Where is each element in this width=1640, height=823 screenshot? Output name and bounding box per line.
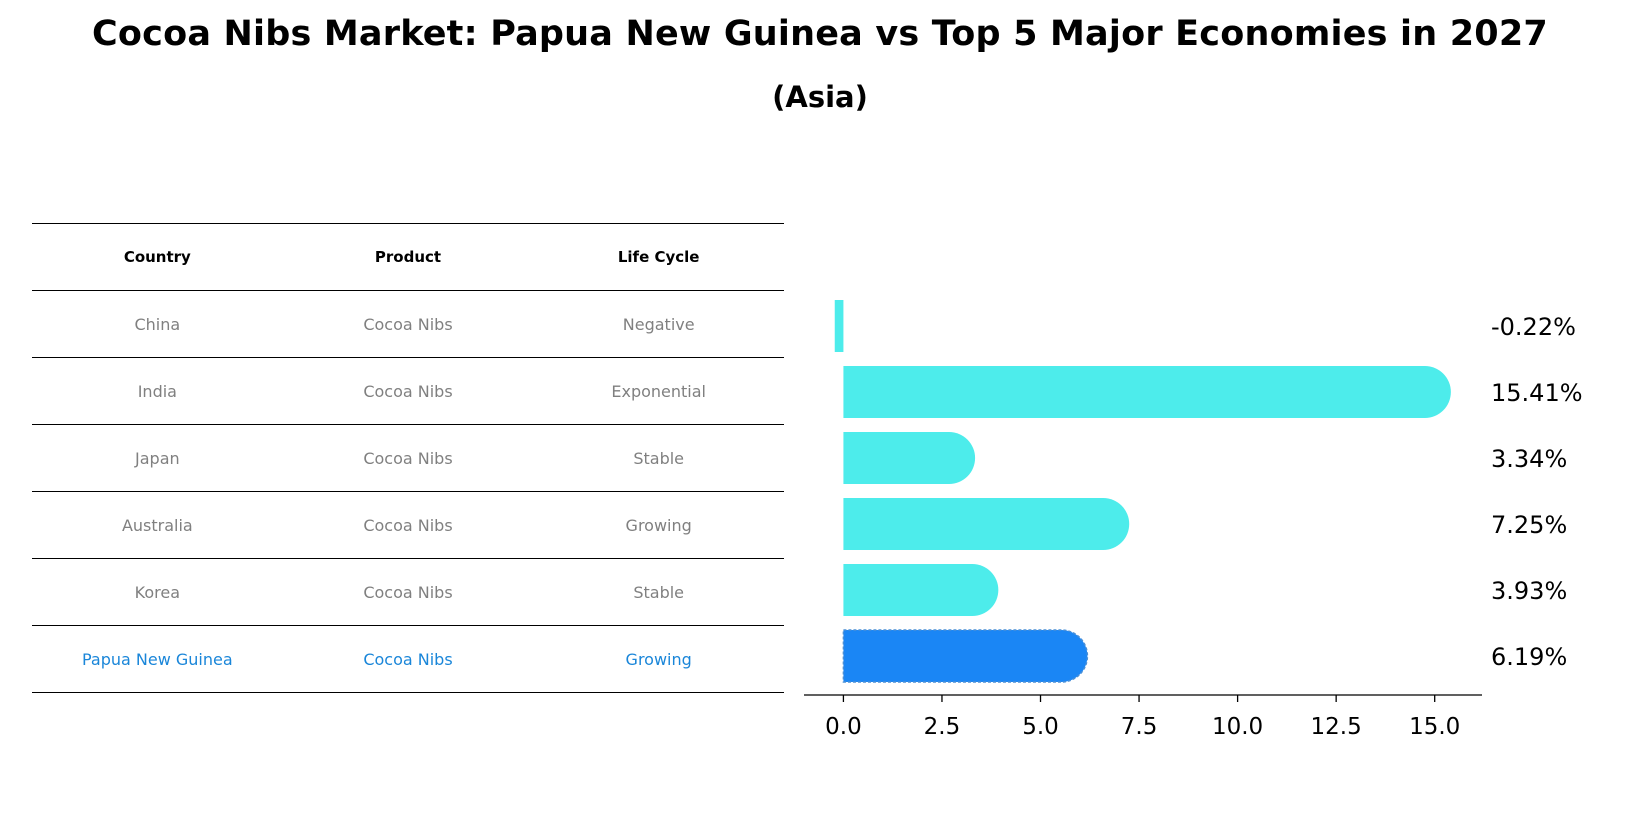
table-row-highlight: Papua New Guinea Cocoa Nibs Growing	[32, 625, 784, 693]
value-label: -0.22%	[1491, 313, 1576, 341]
x-tick-label: 12.5	[1311, 714, 1362, 740]
header-product: Product	[374, 248, 442, 266]
life-cycle-table: Country Product Life Cycle China Cocoa N…	[32, 223, 784, 693]
chart-title: Cocoa Nibs Market: Papua New Guinea vs T…	[92, 14, 1548, 54]
cell-life-cycle: Growing	[625, 515, 692, 535]
cell-life-cycle: Stable	[633, 448, 685, 468]
cell-country: India	[137, 381, 177, 401]
header-life-cycle: Life Cycle	[617, 248, 700, 266]
cell-product: Cocoa Nibs	[363, 314, 453, 334]
value-label: 6.19%	[1491, 643, 1567, 671]
table-row: Australia Cocoa Nibs Growing	[32, 491, 784, 558]
chart-subtitle: (Asia)	[772, 80, 868, 114]
cell-life-cycle: Stable	[633, 582, 685, 602]
bar-australia	[843, 498, 1130, 550]
cell-country: Australia	[121, 515, 193, 535]
x-tick-label: 0.0	[825, 714, 862, 740]
value-label: 7.25%	[1491, 511, 1567, 539]
cell-country: China	[134, 314, 181, 334]
x-tick-label: 2.5	[924, 714, 961, 740]
table-row: China Cocoa Nibs Negative	[32, 290, 784, 357]
header-country: Country	[123, 248, 191, 266]
cell-country: Korea	[134, 582, 181, 602]
x-tick-label: 7.5	[1121, 714, 1158, 740]
table-row: Korea Cocoa Nibs Stable	[32, 558, 784, 625]
cell-life-cycle: Exponential	[611, 381, 706, 401]
bar-india	[843, 366, 1451, 418]
cell-product: Cocoa Nibs	[363, 649, 453, 669]
cell-country: Papua New Guinea	[81, 649, 233, 669]
cell-life-cycle: Growing	[625, 649, 692, 669]
value-label: 3.34%	[1491, 445, 1567, 473]
cell-product: Cocoa Nibs	[363, 448, 453, 468]
table-header-row: Country Product Life Cycle	[32, 223, 784, 290]
table-row: India Cocoa Nibs Exponential	[32, 357, 784, 424]
bar-japan	[843, 432, 976, 484]
bar-china	[834, 300, 844, 352]
bar-papua-new-guinea	[842, 629, 1089, 683]
value-label: 15.41%	[1491, 379, 1583, 407]
cell-country: Japan	[135, 448, 180, 468]
cell-product: Cocoa Nibs	[363, 582, 453, 602]
cell-product: Cocoa Nibs	[363, 515, 453, 535]
table-row: Japan Cocoa Nibs Stable	[32, 424, 784, 491]
value-label: 3.93%	[1491, 577, 1567, 605]
cell-life-cycle: Negative	[622, 314, 695, 334]
bar-korea	[843, 564, 999, 616]
x-tick-label: 15.0	[1409, 714, 1460, 740]
cell-product: Cocoa Nibs	[363, 381, 453, 401]
x-tick-label: 5.0	[1022, 714, 1059, 740]
x-tick-label: 10.0	[1212, 714, 1263, 740]
